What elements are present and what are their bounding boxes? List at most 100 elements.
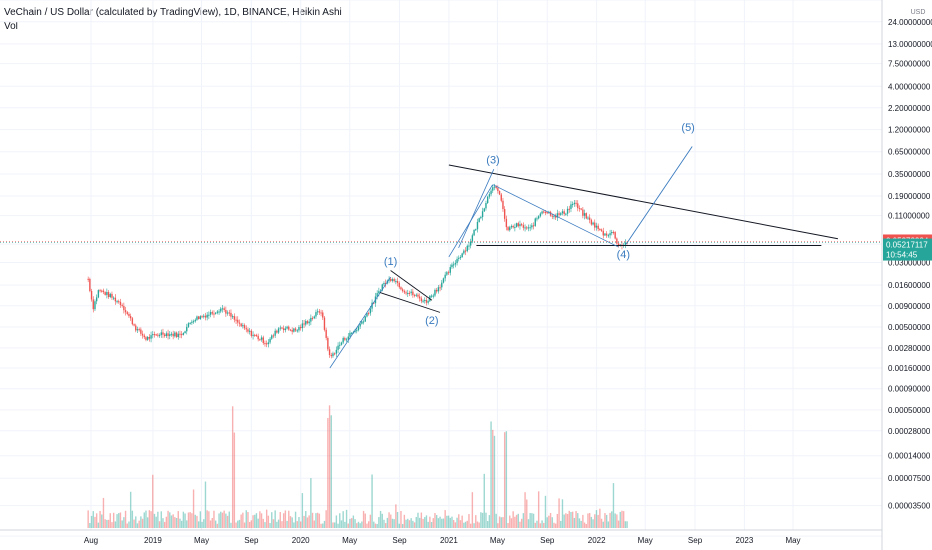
volume-bar (580, 520, 582, 528)
volume-bar (245, 510, 247, 528)
volume-bar (430, 522, 433, 528)
volume-bar (109, 513, 111, 528)
candle (624, 242, 627, 245)
candle (337, 345, 339, 350)
volume-bar (167, 510, 169, 528)
volume-bar (551, 517, 553, 528)
volume-bar (192, 489, 195, 528)
volume-bar (162, 518, 164, 528)
candle (342, 337, 344, 343)
volume-bar (250, 520, 253, 528)
candle (320, 312, 322, 314)
time-tick-label: Sep (688, 536, 703, 545)
volume-bar (549, 512, 552, 528)
candle (296, 330, 298, 332)
candle (240, 323, 242, 327)
candle (194, 319, 196, 322)
candle (197, 316, 200, 320)
volume-bar (315, 513, 317, 528)
candle (95, 297, 98, 302)
candle (441, 282, 443, 288)
volume-bar (429, 516, 431, 528)
candle (485, 202, 487, 209)
currency-label: USD (911, 9, 926, 16)
volume-bar (548, 515, 550, 528)
candle (271, 335, 273, 339)
volume-bar (322, 523, 324, 528)
volume-bar (311, 512, 314, 528)
volume-bar (158, 521, 161, 528)
volume-bar (534, 522, 536, 528)
candle (366, 313, 368, 317)
volume-bar (339, 513, 341, 528)
volume-bar (282, 513, 285, 528)
candle (133, 324, 135, 326)
candle (339, 344, 341, 346)
volume-bar (308, 515, 310, 528)
volume-bar (502, 517, 504, 528)
candle (322, 312, 324, 318)
volume-bar (622, 511, 625, 528)
candle (418, 296, 421, 299)
candle (196, 316, 198, 320)
volume-bar (378, 517, 380, 528)
candle (379, 290, 382, 292)
time-tick-label: Sep (392, 536, 407, 545)
candle (361, 321, 363, 324)
candle (204, 315, 207, 318)
volume-bar (214, 520, 217, 528)
candle (398, 282, 400, 288)
candle (373, 302, 375, 304)
candle (514, 227, 516, 229)
time-tick-label: Aug (84, 536, 98, 545)
candle (189, 322, 191, 324)
volume-bar (95, 513, 98, 528)
volume-bar (554, 523, 557, 528)
candle (107, 292, 110, 297)
candle (459, 257, 462, 259)
price-tick-label: 24.00000000 (888, 18, 932, 27)
volume-bar (376, 523, 378, 528)
candle (369, 308, 372, 314)
volume-bar (435, 514, 438, 528)
volume-bar (356, 523, 358, 528)
volume-bar (228, 511, 230, 528)
candle (578, 208, 581, 210)
volume-bar (213, 510, 215, 528)
candle (330, 355, 332, 357)
candle (616, 238, 618, 244)
volume-bar (323, 520, 326, 528)
candle (109, 293, 111, 297)
candle (163, 334, 166, 337)
candle (118, 301, 120, 303)
volume-bar (403, 514, 406, 528)
volume-bar (441, 518, 443, 528)
candle (587, 217, 589, 219)
volume-bar (269, 523, 271, 528)
volume-bar (350, 518, 353, 528)
volume-bar (218, 513, 220, 528)
candle (350, 332, 353, 334)
volume-bar (583, 522, 586, 528)
volume-bar (133, 519, 135, 528)
volume-bar (352, 515, 355, 528)
candle (424, 299, 426, 301)
volume-bar (299, 521, 302, 528)
volume-bar (260, 513, 263, 528)
volume-bar (386, 517, 389, 528)
volume-bar (619, 511, 621, 528)
candle (612, 232, 615, 234)
volume-bar (248, 521, 251, 528)
candle (410, 291, 412, 293)
volume-bar (305, 511, 307, 528)
time-tick-label: May (342, 536, 357, 545)
candle (247, 329, 249, 332)
candle (152, 334, 154, 336)
candle (131, 318, 134, 325)
candle (356, 330, 358, 332)
candle (588, 217, 591, 220)
wave-label: (5) (681, 122, 694, 134)
volume-bar (94, 516, 96, 528)
volume-bar (150, 511, 152, 528)
